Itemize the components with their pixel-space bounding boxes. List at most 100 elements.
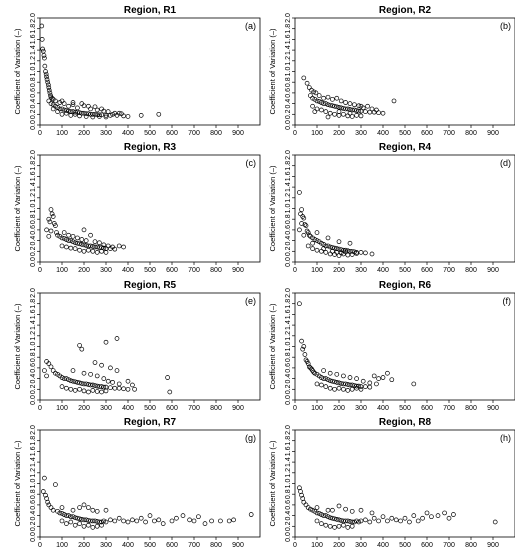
plot-frame	[294, 292, 515, 401]
data-point	[358, 250, 364, 255]
data-point	[90, 525, 96, 530]
data-point	[64, 376, 69, 381]
data-point	[332, 245, 337, 251]
data-point	[43, 492, 48, 498]
data-point	[86, 505, 91, 510]
data-point	[101, 384, 107, 390]
data-point	[101, 518, 107, 524]
x-tick-label: 0	[293, 267, 297, 274]
data-point	[72, 240, 78, 246]
data-point	[44, 227, 49, 233]
x-tick-label: 800	[465, 542, 477, 549]
data-point	[338, 381, 344, 386]
x-tick-label: 0	[38, 267, 42, 274]
data-point	[81, 502, 87, 508]
data-point	[125, 519, 131, 525]
data-point	[336, 523, 342, 529]
data-point	[347, 375, 353, 380]
data-point	[61, 236, 67, 241]
data-point	[349, 107, 355, 113]
data-point	[81, 523, 87, 529]
data-point	[42, 63, 48, 69]
x-tick-label: 400	[122, 405, 134, 412]
data-point	[46, 233, 52, 239]
data-point	[218, 518, 223, 524]
data-point	[209, 518, 214, 524]
data-point	[134, 518, 140, 524]
data-point	[316, 93, 322, 98]
data-point	[97, 384, 102, 389]
data-point	[79, 101, 85, 106]
data-point	[314, 238, 320, 243]
data-point	[349, 248, 355, 254]
data-point	[334, 516, 340, 522]
y-tick-label: 0.6	[30, 88, 37, 98]
data-point	[327, 385, 333, 391]
data-point	[114, 336, 120, 341]
data-point	[302, 352, 308, 357]
data-point	[43, 69, 48, 74]
data-point	[53, 370, 58, 376]
data-point	[429, 514, 434, 520]
y-tick-label: 0.0	[30, 120, 37, 130]
x-tick-label: 500	[399, 542, 411, 549]
y-tick-label: 1.6	[30, 446, 37, 456]
data-point	[99, 106, 104, 112]
data-point	[300, 346, 306, 352]
data-point	[46, 98, 52, 104]
data-point	[54, 230, 59, 235]
y-tick-label: 1.0	[285, 67, 292, 77]
data-point	[103, 250, 109, 255]
x-tick-label: 500	[144, 542, 156, 549]
data-point	[314, 510, 320, 516]
data-point	[303, 502, 309, 508]
data-point	[336, 246, 342, 252]
data-point	[147, 513, 153, 518]
data-point	[338, 250, 344, 256]
data-point	[365, 103, 370, 109]
data-point	[130, 517, 135, 523]
y-tick-label: 1.0	[285, 342, 292, 352]
data-point	[99, 522, 104, 528]
data-point	[376, 376, 381, 381]
panel-tag: (d)	[500, 158, 511, 168]
data-point	[321, 376, 326, 381]
x-tick-label: 600	[166, 130, 178, 137]
data-point	[325, 377, 331, 383]
data-point	[420, 515, 425, 521]
data-point	[310, 507, 315, 513]
data-point	[174, 515, 179, 521]
data-point	[72, 379, 78, 385]
data-point	[90, 244, 96, 249]
y-tick-label: 1.4	[30, 45, 37, 55]
x-tick-label: 400	[122, 542, 134, 549]
plot-frame	[294, 429, 515, 538]
y-tick-label: 1.4	[285, 182, 292, 192]
y-axis-label: Coefficient of Variation (–)	[268, 28, 277, 115]
data-point	[349, 508, 355, 514]
y-tick-label: 0.0	[30, 532, 37, 542]
data-point	[325, 102, 331, 108]
y-tick-label: 1.8	[30, 24, 37, 34]
y-tick-label: 0.0	[30, 395, 37, 405]
data-point	[68, 245, 74, 251]
x-tick-label: 100	[311, 130, 323, 137]
data-point	[46, 87, 52, 93]
data-point	[327, 370, 333, 376]
x-tick-label: 800	[465, 130, 477, 137]
data-point	[330, 515, 335, 521]
data-point	[103, 114, 109, 120]
y-tick-label: 0.4	[30, 99, 37, 109]
y-tick-label: 0.8	[30, 214, 37, 224]
panel-title: Region, R7	[124, 417, 177, 428]
data-point	[314, 247, 320, 253]
data-point	[330, 96, 335, 102]
data-point	[347, 248, 353, 254]
y-tick-label: 1.8	[285, 161, 292, 171]
data-point	[47, 90, 53, 96]
x-tick-label: 100	[56, 130, 68, 137]
data-point	[310, 103, 315, 109]
data-point	[101, 242, 107, 248]
data-point	[44, 373, 49, 379]
